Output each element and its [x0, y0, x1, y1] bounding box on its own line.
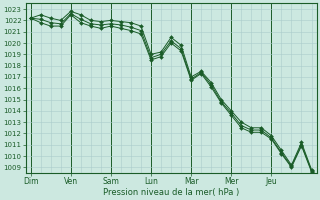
X-axis label: Pression niveau de la mer( hPa ): Pression niveau de la mer( hPa ) — [103, 188, 239, 197]
